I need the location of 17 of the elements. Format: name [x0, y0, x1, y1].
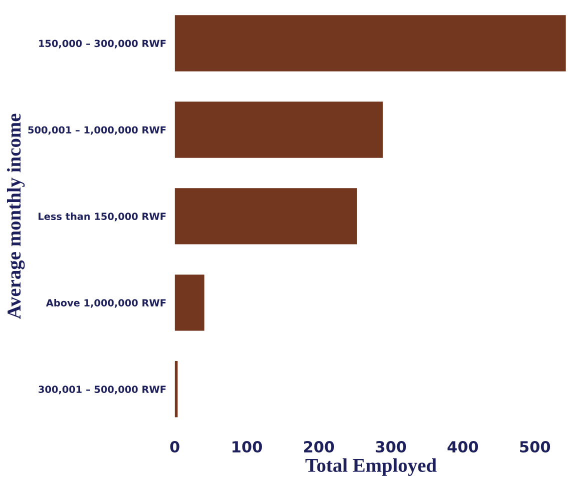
x-tick-label: 500 — [520, 440, 550, 453]
x-axis-title: Total Employed — [305, 458, 437, 476]
bar — [174, 102, 383, 158]
x-tick-label: 0 — [170, 440, 180, 453]
bar — [174, 188, 357, 244]
y-tick-label: Above 1,000,000 RWF — [46, 298, 166, 308]
x-tick-label: 100 — [232, 440, 262, 453]
y-axis-title: Average monthly income — [6, 114, 25, 319]
x-tick-label: 200 — [304, 440, 334, 453]
y-tick-label: 300,001 – 500,000 RWF — [38, 386, 166, 394]
y-tick-label: Less than 150,000 RWF — [38, 212, 166, 222]
x-tick-label: 300 — [376, 440, 406, 453]
y-tick-label: 150,000 – 300,000 RWF — [39, 40, 166, 48]
bar — [174, 15, 566, 72]
y-tick-label: 500,001 – 1,000,000 RWF — [28, 126, 166, 135]
x-tick-label: 400 — [448, 440, 478, 453]
bar — [174, 274, 204, 331]
